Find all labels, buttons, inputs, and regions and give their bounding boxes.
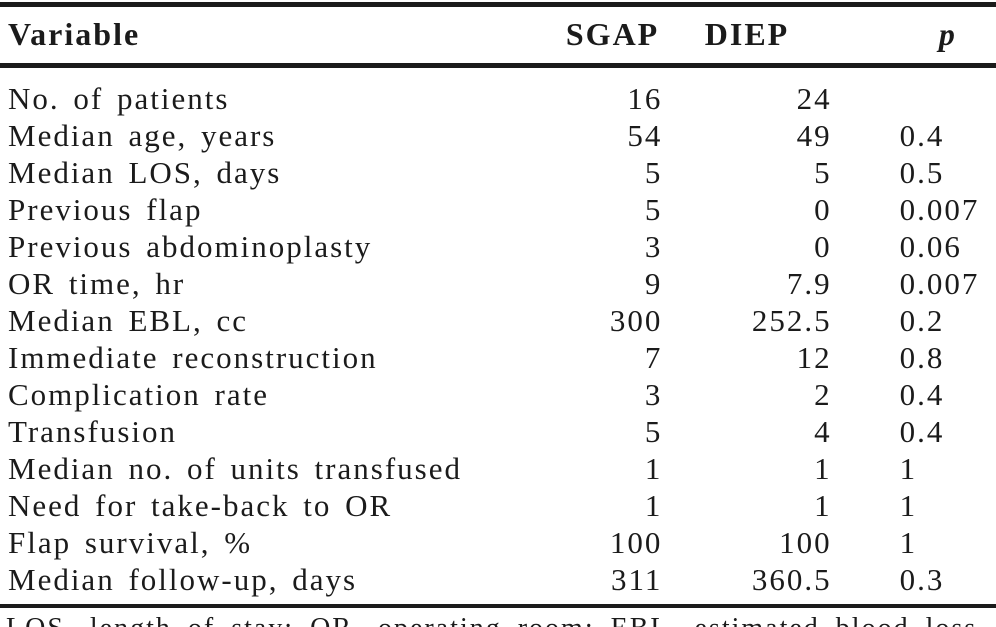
table-row: Transfusion 5 4 0.4 [0,413,996,450]
cell-variable: Transfusion [8,413,177,449]
table-row: Immediate reconstruction 7 12 0.8 [0,339,996,376]
cell-p: 1 [899,524,918,560]
cell-sgap: 3 [644,376,663,412]
table-header: Variable SGAP DIEP p [0,7,996,68]
comparison-table: Variable SGAP DIEP p No. of patients 16 … [0,7,996,598]
cell-p: 0.8 [899,339,945,375]
table-row: Flap survival, % 100 100 1 [0,524,996,561]
cell-p: 0.06 [899,228,962,264]
cell-diep: 2 [814,376,832,412]
cell-variable: Complication rate [8,376,269,412]
cell-p: 0.007 [899,265,980,301]
cell-p: 0.5 [899,154,945,190]
cell-diep: 360.5 [751,561,832,597]
cell-variable: No. of patients [8,80,230,116]
table-row: Previous flap 5 0 0.007 [0,191,996,228]
table-row: Median EBL, cc 300 252.5 0.2 [0,302,996,339]
cell-diep: 0 [814,191,832,227]
cell-diep: 252.5 [751,302,832,338]
cell-diep: 7.9 [786,265,832,301]
cell-variable: Median follow-up, days [8,561,358,597]
cell-sgap: 5 [644,154,663,190]
cell-variable: Median EBL, cc [8,302,249,338]
cell-variable: Immediate reconstruction [8,339,378,375]
cell-sgap: 1 [644,450,663,486]
column-header-variable: Variable [0,7,563,68]
cell-sgap: 300 [609,302,663,338]
cell-p: 1 [899,450,918,486]
cell-diep: 49 [796,117,832,153]
cell-variable: Previous abdominoplasty [8,228,373,264]
table-body: No. of patients 16 24 Median age, years … [0,65,996,598]
cell-variable: Median age, years [8,117,277,153]
cell-p: 0.3 [899,561,945,597]
column-header-p: p [831,7,996,68]
cell-variable: Median no. of units transfused [8,450,462,486]
cell-p: 0.4 [899,117,945,153]
cell-p: 0.2 [899,302,945,338]
cell-p: 1 [899,487,918,523]
cell-sgap: 1 [644,487,663,523]
cell-diep: 0 [814,228,832,264]
table-row: Need for take-back to OR 1 1 1 [0,487,996,524]
table-footnote: LOS, length of stay; OR, operating room;… [0,613,996,627]
table-row: OR time, hr 9 7.9 0.007 [0,265,996,302]
column-header-diep: DIEP [662,7,832,68]
cell-sgap: 3 [644,228,663,264]
cell-diep: 5 [814,154,832,190]
cell-diep: 24 [796,80,832,116]
cell-variable: Need for take-back to OR [8,487,393,523]
cell-variable: Previous flap [8,191,203,227]
cell-diep: 12 [796,339,832,375]
table-row: Median age, years 54 49 0.4 [0,117,996,154]
cell-p: 0.007 [899,191,980,227]
cell-diep: 4 [814,413,832,449]
table-row: Previous abdominoplasty 3 0 0.06 [0,228,996,265]
cell-sgap: 9 [644,265,663,301]
cell-diep: 1 [814,487,832,523]
cell-p: 0.4 [899,376,945,412]
cell-sgap: 311 [610,561,663,597]
table-row: Median follow-up, days 311 360.5 0.3 [0,561,996,598]
table-row: No. of patients 16 24 [0,65,996,117]
table-row: Median no. of units transfused 1 1 1 [0,450,996,487]
column-header-sgap: SGAP [562,7,663,68]
table-row: Median LOS, days 5 5 0.5 [0,154,996,191]
cell-p: 0.4 [899,413,945,449]
cell-sgap: 100 [609,524,663,560]
table-bottom-rule [0,603,996,608]
table-row: Complication rate 3 2 0.4 [0,376,996,413]
cell-variable: OR time, hr [8,265,186,301]
table-top-rule [0,2,996,7]
cell-diep: 1 [814,450,832,486]
cell-sgap: 7 [644,339,663,375]
cell-sgap: 5 [644,413,663,449]
cell-sgap: 16 [627,80,663,116]
cell-variable: Flap survival, % [8,524,253,560]
header-row: Variable SGAP DIEP p [0,7,996,68]
cell-sgap: 5 [644,191,663,227]
cell-variable: Median LOS, days [8,154,282,190]
cell-sgap: 54 [627,117,663,153]
cell-p [832,65,996,117]
cell-diep: 100 [779,524,832,560]
